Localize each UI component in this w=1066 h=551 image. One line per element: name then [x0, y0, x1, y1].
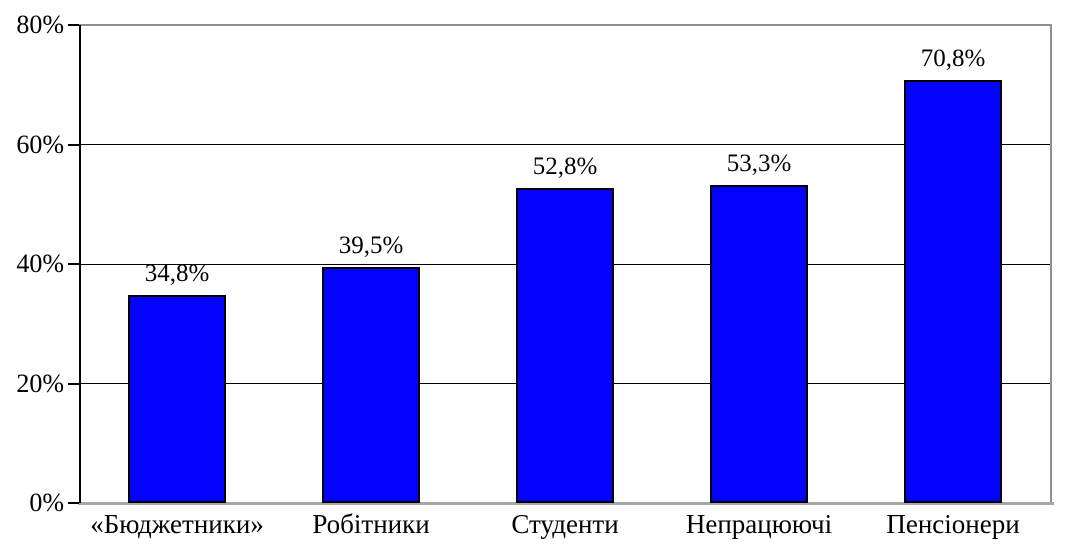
- y-axis-tick-label: 40%: [16, 249, 64, 278]
- bar-value-label: 52,8%: [532, 152, 598, 180]
- plot-border-top: [78, 24, 1052, 26]
- y-axis-tick: [68, 382, 79, 385]
- bar-value-label: 39,5%: [338, 231, 404, 259]
- x-axis-line: [78, 502, 1054, 505]
- bar: [710, 184, 808, 503]
- bar-value-label: 70,8%: [920, 44, 986, 72]
- y-axis-line: [79, 25, 81, 503]
- x-axis-category-label: Пенсіонери: [886, 509, 1020, 539]
- y-axis-tick: [68, 143, 79, 146]
- bar: [128, 295, 226, 503]
- plot-border-right: [1050, 24, 1052, 504]
- x-axis-category-label: «Бюджетники»: [90, 509, 264, 539]
- bar: [322, 266, 420, 503]
- x-axis-category-label: Студенти: [511, 509, 619, 539]
- y-axis-tick: [68, 263, 79, 265]
- bar: [904, 79, 1002, 503]
- y-axis-tick-label: 20%: [16, 368, 64, 398]
- y-axis-tick-label: 80%: [16, 10, 64, 39]
- bar-value-label: 34,8%: [144, 260, 210, 288]
- x-axis-category-label: Непрацюючі: [685, 509, 833, 539]
- x-axis-category-label: Робітники: [312, 509, 430, 539]
- y-axis-tick-label: 60%: [16, 129, 64, 159]
- y-axis-tick-label: 0%: [29, 488, 64, 517]
- y-axis-tick: [68, 502, 79, 504]
- y-axis-tick: [68, 24, 79, 26]
- bar-value-label: 53,3%: [726, 149, 792, 177]
- bar: [516, 187, 614, 503]
- gridline: [80, 144, 1050, 145]
